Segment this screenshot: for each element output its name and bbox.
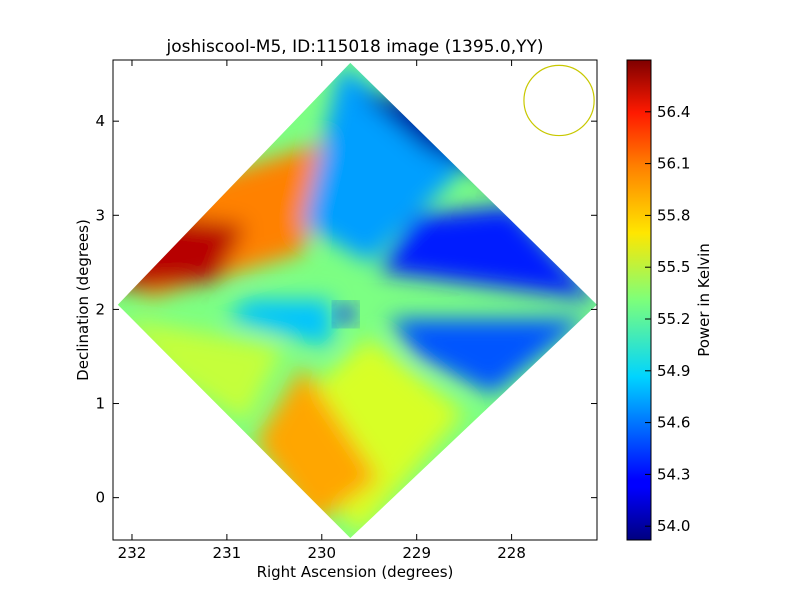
x-tick-label: 228 bbox=[497, 544, 526, 562]
colorbar-label: Power in Kelvin bbox=[695, 243, 713, 357]
x-tick-label: 232 bbox=[118, 544, 147, 562]
heatmap-field bbox=[226, 300, 332, 348]
y-tick-label: 0 bbox=[95, 489, 105, 507]
colorbar-tick-label: 54.6 bbox=[657, 414, 690, 432]
plot-frame bbox=[112, 59, 598, 541]
colorbar-tick-label: 55.2 bbox=[657, 310, 690, 328]
x-axis: 232 231 230 229 228 bbox=[118, 60, 526, 562]
colorbar-tick-label: 54.3 bbox=[657, 465, 690, 483]
heatmap-field bbox=[378, 205, 597, 300]
y-tick-label: 4 bbox=[95, 112, 105, 130]
center-spot bbox=[335, 304, 356, 325]
heatmap-layer bbox=[117, 62, 597, 539]
heatmap-field bbox=[388, 318, 588, 395]
y-axis-label: Declination (degrees) bbox=[74, 219, 92, 381]
chart-title: joshiscool-M5, ID:115018 image (1395.0,Y… bbox=[165, 37, 543, 57]
colorbar-tick-label: 54.9 bbox=[657, 362, 690, 380]
heatmap-field bbox=[302, 64, 474, 263]
beam-circle bbox=[523, 64, 595, 137]
colorbar-tick-label: 55.8 bbox=[657, 206, 690, 224]
x-axis-label: Right Ascension (degrees) bbox=[257, 563, 454, 581]
x-tick-label: 229 bbox=[402, 544, 431, 562]
y-tick-label: 2 bbox=[95, 300, 105, 318]
colorbar-tick-label: 56.4 bbox=[657, 103, 690, 121]
x-tick-label: 231 bbox=[213, 544, 242, 562]
y-axis: 0 1 2 3 4 bbox=[95, 112, 597, 507]
y-tick-label: 1 bbox=[95, 395, 105, 413]
heatmap-field bbox=[122, 318, 284, 423]
colorbar bbox=[626, 59, 652, 541]
colorbar-tick-label: 55.5 bbox=[657, 258, 690, 276]
y-tick-label: 3 bbox=[95, 206, 105, 224]
colorbar-tick-label: 54.0 bbox=[657, 517, 690, 535]
colorbar-ticks: 54.0 54.3 54.6 54.9 55.2 55.5 55.8 56.1 56.4 bbox=[645, 103, 690, 535]
x-tick-label: 230 bbox=[307, 544, 336, 562]
colorbar-tick-label: 56.1 bbox=[657, 155, 690, 173]
